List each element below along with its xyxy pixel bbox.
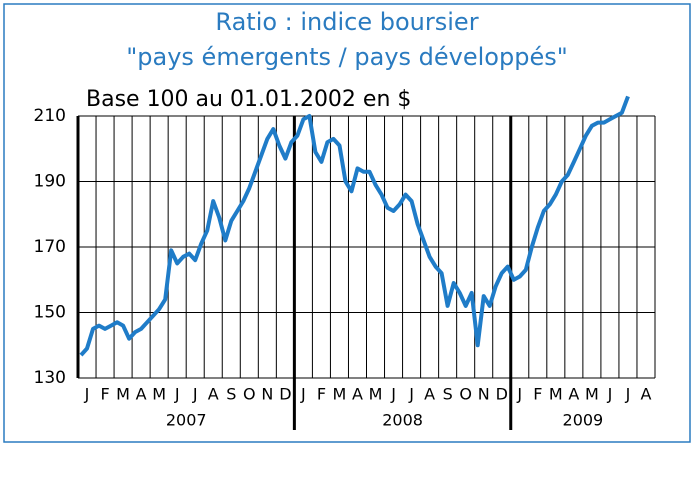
x-tick-label: J xyxy=(84,385,90,404)
y-tick-label: 130 xyxy=(34,368,66,388)
x-tick-label: M xyxy=(333,385,347,404)
chart-title: Ratio : indice boursier xyxy=(215,8,478,36)
x-tick-label: M xyxy=(116,385,130,404)
x-tick-label: M xyxy=(549,385,563,404)
x-tick-label: S xyxy=(443,385,453,404)
x-tick-label: O xyxy=(459,385,472,404)
x-tick-label: N xyxy=(261,385,273,404)
y-tick-label: 170 xyxy=(34,237,66,257)
x-tick-label: F xyxy=(533,385,542,404)
x-tick-label: A xyxy=(136,385,147,404)
x-tick-label: J xyxy=(516,385,522,404)
x-tick-label: J xyxy=(390,385,396,404)
x-tick-label: F xyxy=(100,385,109,404)
x-tick-label: A xyxy=(352,385,363,404)
x-tick-label: A xyxy=(424,385,435,404)
x-tick-label: J xyxy=(607,385,613,404)
y-tick-label: 210 xyxy=(34,106,66,126)
year-label: 2007 xyxy=(166,411,207,430)
x-tick-label: S xyxy=(226,385,236,404)
x-tick-label: O xyxy=(243,385,256,404)
x-tick-label: J xyxy=(408,385,414,404)
x-tick-label: J xyxy=(174,385,180,404)
x-tick-label: M xyxy=(585,385,599,404)
x-tick-label: N xyxy=(478,385,490,404)
x-tick-label: M xyxy=(152,385,166,404)
year-label: 2009 xyxy=(563,411,604,430)
x-tick-label: A xyxy=(208,385,219,404)
x-tick-label: D xyxy=(279,385,291,404)
year-label: 2008 xyxy=(382,411,423,430)
x-tick-label: D xyxy=(496,385,508,404)
chart-title: "pays émergents / pays développés" xyxy=(126,43,568,71)
x-tick-label: A xyxy=(568,385,579,404)
x-tick-label: J xyxy=(192,385,198,404)
y-tick-label: 150 xyxy=(34,303,66,323)
chart-subtitle: Base 100 au 01.01.2002 en $ xyxy=(86,87,411,112)
x-tick-label: M xyxy=(369,385,383,404)
x-tick-label: J xyxy=(625,385,631,404)
data-line xyxy=(79,95,630,357)
x-tick-label: J xyxy=(300,385,306,404)
frame xyxy=(3,3,691,443)
y-tick-label: 190 xyxy=(34,172,66,192)
x-tick-label: A xyxy=(641,385,652,404)
x-tick-label: F xyxy=(317,385,326,404)
